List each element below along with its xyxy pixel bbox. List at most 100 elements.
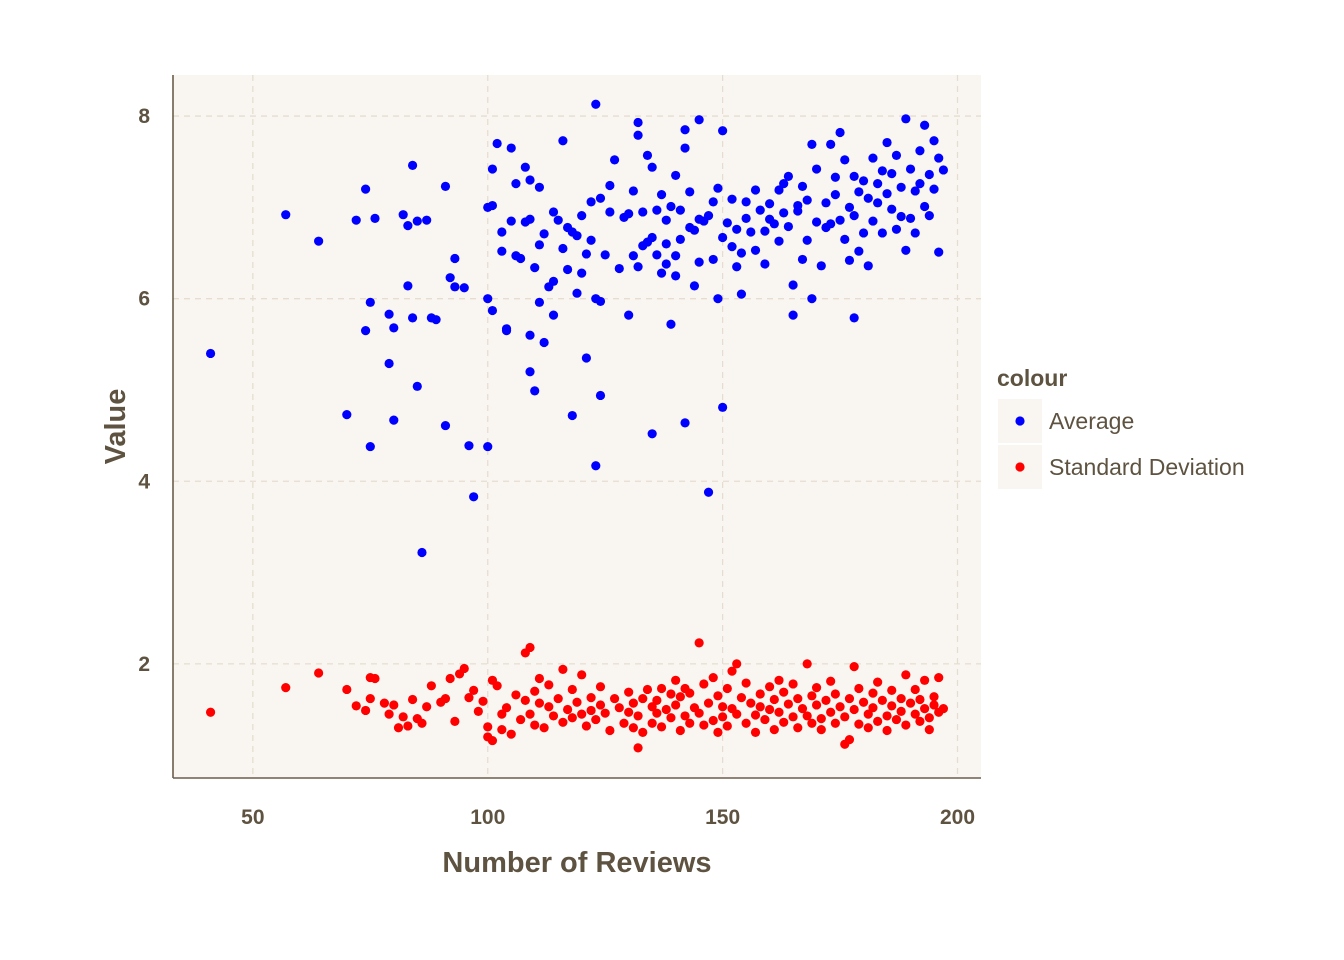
standard-deviation-point (417, 718, 427, 728)
average-point (802, 235, 812, 245)
average-point (765, 199, 775, 209)
average-point (361, 326, 371, 336)
standard-deviation-point (882, 725, 892, 736)
average-point (680, 143, 690, 153)
average-point (445, 273, 455, 283)
average-point (840, 155, 850, 165)
legend-marker-average (1015, 416, 1025, 426)
standard-deviation-point (863, 723, 873, 733)
average-point (694, 115, 704, 125)
average-point (530, 263, 540, 273)
average-point (656, 190, 667, 200)
average-point (553, 215, 563, 225)
standard-deviation-point (407, 694, 418, 705)
average-point (797, 181, 808, 191)
average-point (694, 257, 704, 267)
average-point (811, 164, 822, 174)
average-point (548, 207, 559, 217)
standard-deviation-point (736, 693, 747, 703)
average-point (548, 310, 559, 320)
average-point (929, 184, 939, 194)
average-point (840, 234, 850, 244)
standard-deviation-point (821, 695, 831, 705)
standard-deviation-point (483, 722, 493, 732)
standard-deviation-point (769, 725, 779, 735)
average-point (760, 259, 770, 269)
standard-deviation-point (628, 723, 638, 733)
average-point (403, 221, 413, 231)
average-point (689, 281, 700, 291)
standard-deviation-point (703, 698, 714, 708)
standard-deviation-point (656, 683, 667, 694)
standard-deviation-point (882, 711, 892, 721)
standard-deviation-point (694, 708, 704, 718)
standard-deviation-point (924, 725, 934, 735)
average-point (854, 187, 864, 197)
average-point (844, 255, 855, 265)
standard-deviation-point (708, 715, 718, 726)
average-point (703, 487, 714, 497)
standard-deviation-point (459, 663, 469, 674)
average-point (577, 268, 587, 278)
average-point (708, 254, 718, 265)
average-point (205, 348, 216, 359)
legend-marker-standard-deviation (1015, 462, 1025, 472)
standard-deviation-point (577, 670, 587, 680)
average-point (844, 202, 855, 212)
standard-deviation-point (741, 718, 751, 728)
standard-deviation-point (713, 691, 723, 701)
average-point (910, 186, 920, 196)
average-point (877, 228, 887, 238)
average-point (624, 310, 634, 320)
standard-deviation-point (680, 711, 690, 721)
standard-deviation-point (666, 713, 676, 723)
average-point (915, 179, 925, 189)
y-axis-ticks: 2 4 6 8 (138, 105, 150, 676)
standard-deviation-point (854, 683, 864, 694)
average-point (882, 137, 892, 148)
standard-deviation-point (553, 693, 563, 704)
average-point (624, 209, 634, 219)
average-point (661, 239, 671, 249)
legend-label-standard-deviation: Standard Deviation (1049, 454, 1245, 480)
standard-deviation-point (718, 712, 728, 722)
standard-deviation-point (910, 709, 920, 719)
standard-deviation-point (600, 708, 610, 718)
standard-deviation-point (760, 714, 770, 725)
average-point (783, 221, 793, 232)
legend: colour Average Standard Deviation (997, 365, 1245, 489)
standard-deviation-point (314, 668, 324, 678)
standard-deviation-point (722, 683, 732, 694)
average-point (849, 313, 859, 323)
standard-deviation-point (478, 696, 488, 706)
average-point (816, 261, 826, 271)
average-point (450, 253, 460, 264)
average-point (389, 323, 399, 333)
average-point (365, 441, 375, 452)
average-point (849, 171, 859, 181)
average-point (506, 143, 516, 153)
standard-deviation-point (868, 688, 878, 698)
average-point (858, 176, 869, 186)
standard-deviation-point (732, 709, 742, 719)
standard-deviation-point (807, 691, 817, 701)
average-point (718, 402, 728, 412)
standard-deviation-point (896, 693, 906, 704)
standard-deviation-point (525, 709, 535, 719)
standard-deviation-point (563, 704, 573, 715)
standard-deviation-point (840, 712, 850, 722)
standard-deviation-point (788, 712, 798, 722)
average-point (572, 231, 582, 241)
average-point (464, 441, 474, 451)
average-point (675, 205, 685, 215)
average-point (609, 155, 620, 165)
standard-deviation-point (520, 695, 530, 705)
average-point (534, 240, 545, 250)
standard-deviation-point (351, 701, 361, 711)
average-point (440, 420, 451, 431)
standard-deviation-point (830, 718, 840, 728)
standard-deviation-point (877, 695, 887, 705)
standard-deviation-point (361, 705, 371, 716)
average-point (633, 262, 643, 272)
